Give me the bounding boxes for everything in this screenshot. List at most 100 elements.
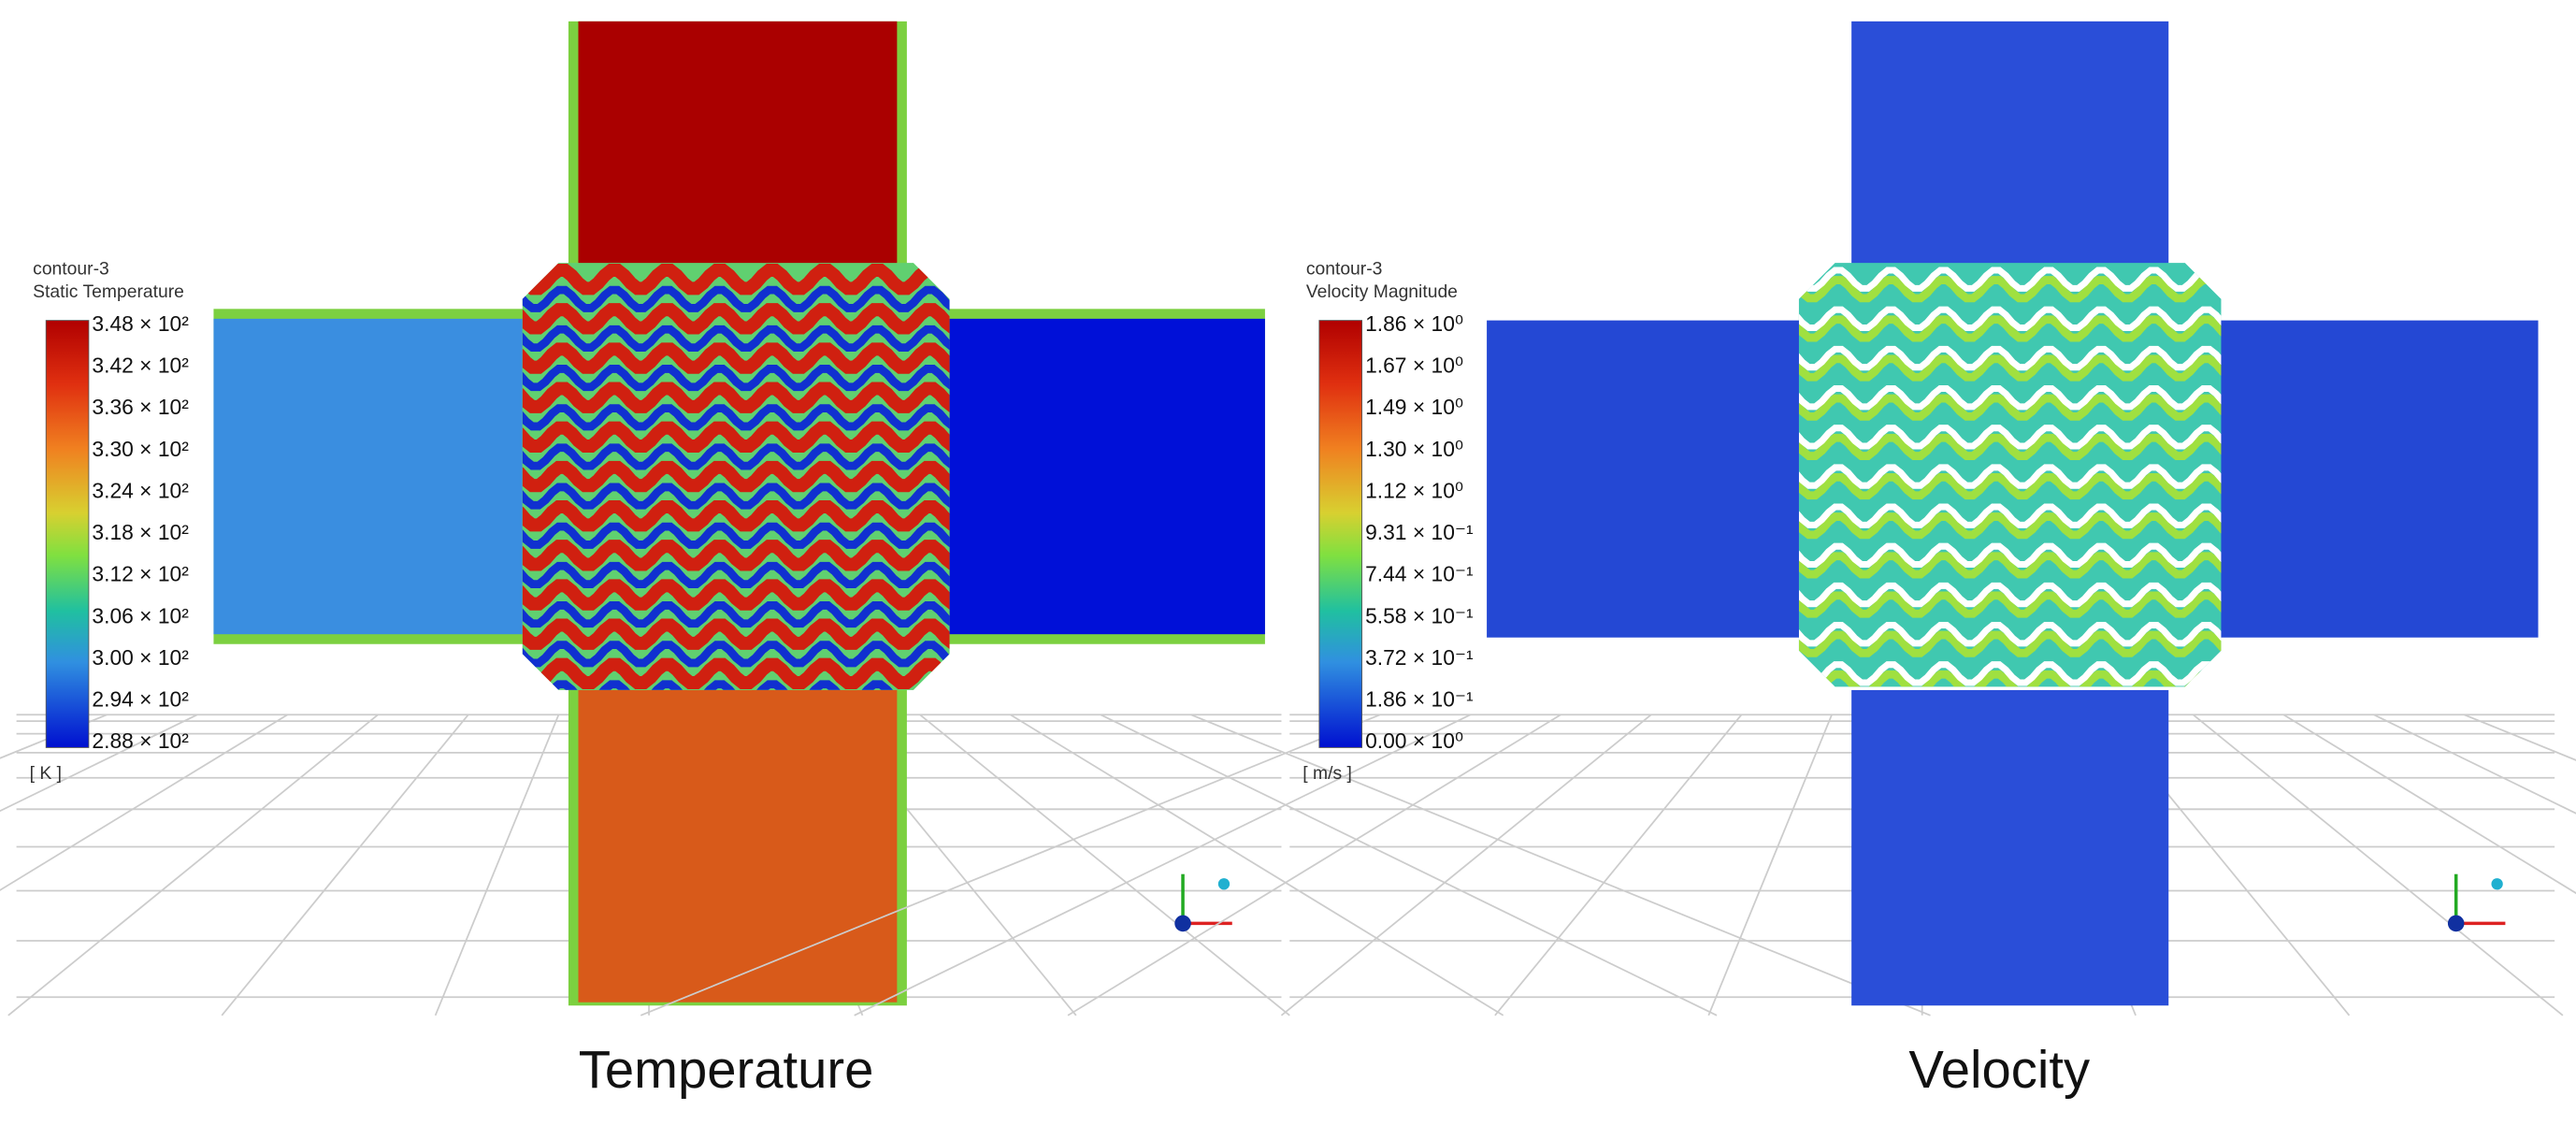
axis-origin: [1174, 915, 1191, 932]
legend-tick-label: 5.58 × 10⁻¹: [1365, 603, 1474, 627]
waves: [1798, 267, 2222, 687]
wave-wall: [1798, 385, 2222, 411]
wave-wall: [1798, 306, 2222, 332]
legend-tick-label: 1.49 × 10⁰: [1365, 395, 1463, 419]
wave-wall: [1798, 464, 2222, 489]
grid-floor: [2464, 714, 2576, 761]
panel-caption: Temperature: [579, 1040, 874, 1099]
waves: [522, 263, 950, 690]
wave-cold: [522, 561, 950, 588]
grid-floor: [919, 714, 1290, 1017]
grid-floor: [0, 714, 108, 759]
wave-hot: [522, 579, 950, 611]
legend-tick-label: 7.44 × 10⁻¹: [1365, 562, 1474, 586]
wave-cold: [522, 522, 950, 549]
legend-tick-label: 0.00 × 10⁰: [1365, 728, 1463, 753]
wave-fluid: [1798, 394, 2222, 421]
grid-floor: [1190, 714, 1931, 1017]
legend-tick-label: 1.12 × 10⁰: [1365, 478, 1463, 502]
legend-tick-label: 3.00 × 10²: [92, 645, 189, 670]
wave-fluid: [1798, 670, 2222, 687]
legend-tick-label: 3.06 × 10²: [92, 603, 189, 627]
channel-top-fill: [578, 21, 898, 271]
grid-floor: [1100, 714, 1718, 1017]
channel-bottom: [1851, 689, 2169, 1006]
grid-floor: [434, 714, 560, 1017]
panel-caption: Velocity: [1908, 1040, 2090, 1099]
wave-wall: [1798, 425, 2222, 450]
axis-dot: [1217, 878, 1230, 890]
legend-tick-label: 3.36 × 10²: [92, 395, 189, 419]
legend-tick-label: 3.30 × 10²: [92, 437, 189, 461]
inlet-left: [213, 318, 523, 635]
legend-unit: [ m/s ]: [1302, 764, 1352, 784]
grid-floor: [640, 714, 1381, 1017]
grid-floor: [1010, 714, 1504, 1017]
legend-variable: Velocity Magnitude: [1306, 282, 1458, 302]
wave-wall: [1798, 542, 2222, 569]
wave-cold: [522, 443, 950, 470]
legend-variable: Static Temperature: [33, 282, 184, 302]
legend-tick-label: 2.88 × 10²: [92, 728, 189, 753]
grid-floor: [2373, 714, 2576, 815]
legend-tick-label: 2.94 × 10²: [92, 687, 189, 712]
wave-cold: [522, 285, 950, 312]
wave-hot: [522, 382, 950, 413]
legend-title: contour-3: [33, 259, 109, 279]
channel-bottom-fill: [578, 689, 898, 1002]
legend-unit: [ K ]: [30, 764, 62, 784]
wave-hot: [522, 618, 950, 650]
legend-tick-label: 1.67 × 10⁰: [1365, 353, 1463, 378]
axis-origin: [2447, 915, 2465, 932]
wave-cold: [522, 404, 950, 431]
colorbar: [1318, 320, 1363, 748]
wave-fluid: [1798, 354, 2222, 382]
wave-fluid: [1798, 433, 2222, 460]
wave-wall: [1798, 582, 2222, 608]
wave-hot: [522, 263, 950, 296]
wave-hot: [522, 540, 950, 571]
channel-top: [1851, 21, 2169, 271]
grid-floor: [854, 714, 1471, 1017]
wave-cold: [522, 601, 950, 628]
legend-tick-label: 1.86 × 10⁻¹: [1365, 687, 1474, 712]
legend-title: contour-3: [1306, 259, 1383, 279]
grid-floor: [1494, 714, 1743, 1017]
wave-wall: [1798, 267, 2222, 292]
legend-tick-label: 3.12 × 10²: [92, 562, 189, 586]
wave-fluid: [1798, 512, 2222, 540]
legend-tick-label: 3.24 × 10²: [92, 478, 189, 502]
outlet-right: [949, 318, 1265, 635]
grid-floor: [2282, 714, 2576, 895]
wave-fluid: [1798, 276, 2222, 303]
wave-fluid: [1798, 315, 2222, 342]
legend-tick-label: 1.86 × 10⁰: [1365, 311, 1463, 336]
legend-tick-label: 9.31 × 10⁻¹: [1365, 520, 1474, 544]
wave-wall: [1798, 661, 2222, 686]
wave-wall: [1798, 345, 2222, 371]
wave-hot: [522, 342, 950, 374]
wave-fluid: [1798, 630, 2222, 657]
grid-floor: [0, 714, 288, 891]
legend-tick-label: 3.42 × 10²: [92, 353, 189, 378]
wave-fluid: [1798, 473, 2222, 500]
wave-hot: [522, 657, 950, 690]
grid-floor: [0, 714, 198, 813]
wave-cold: [522, 483, 950, 510]
colorbar: [45, 320, 90, 748]
wave-cold: [522, 325, 950, 352]
grid-floor: [221, 714, 469, 1017]
wave-hot: [522, 460, 950, 493]
wave-wall: [1798, 622, 2222, 647]
grid-floor: [1067, 714, 1561, 1017]
wave-cold: [522, 365, 950, 392]
wave-hot: [522, 499, 950, 532]
grid-floor: [1707, 714, 1833, 1017]
wave-cold: [522, 641, 950, 668]
grid-floor: [7, 714, 379, 1017]
grid-floor: [2193, 714, 2564, 1017]
grid-floor: [1280, 714, 1652, 1017]
legend-tick-label: 1.30 × 10⁰: [1365, 437, 1463, 461]
wave-hot: [522, 421, 950, 454]
